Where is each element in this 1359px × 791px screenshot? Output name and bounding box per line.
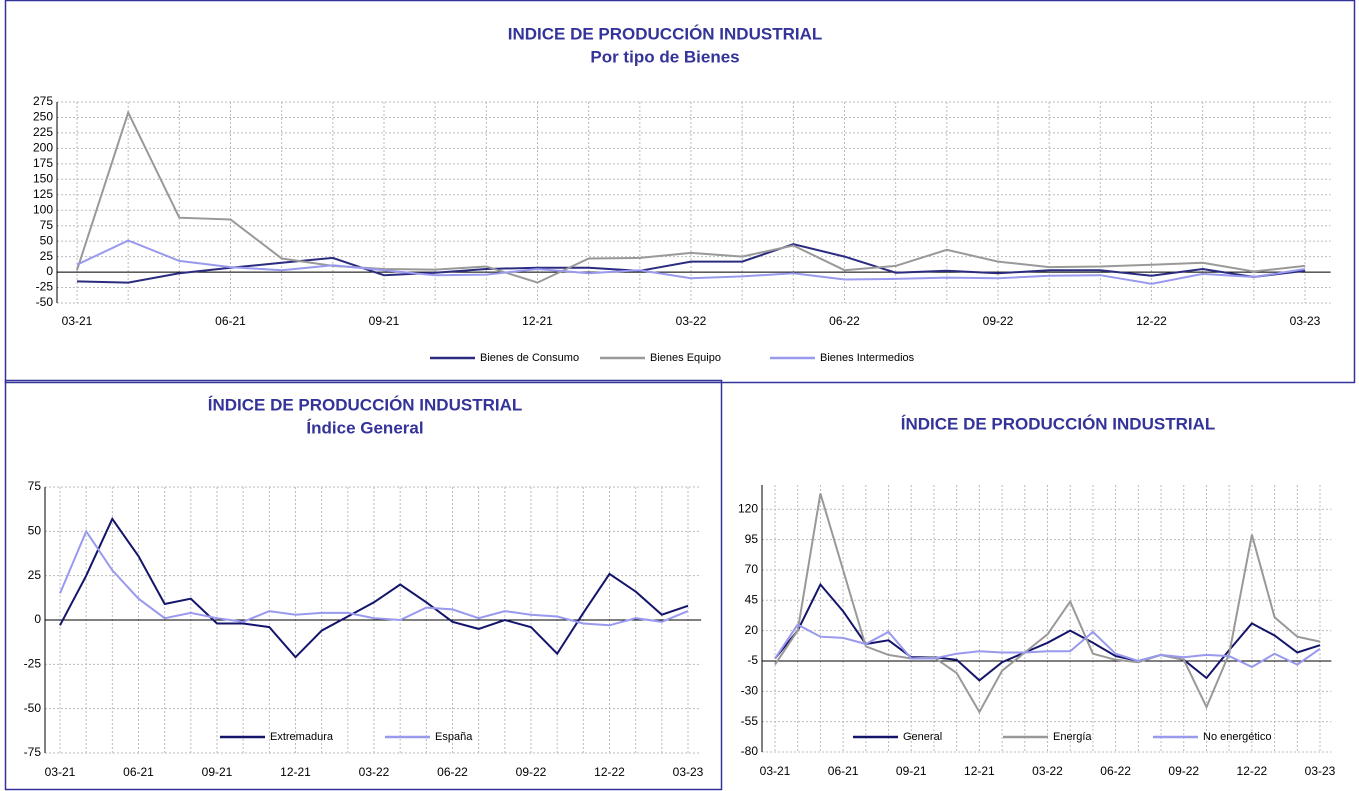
y-tick-label: -80 [741, 744, 759, 758]
x-tick-label: 03-21 [760, 764, 791, 778]
y-tick-label: 45 [745, 592, 759, 606]
x-tick-label: 03-23 [673, 765, 704, 779]
y-tick-label: 75 [40, 218, 54, 232]
y-tick-label: 275 [33, 94, 53, 108]
y-tick-label: 95 [745, 532, 759, 546]
series-line [59, 516, 689, 659]
x-tick-label: 12-21 [522, 314, 553, 328]
y-tick-label: 250 [33, 110, 53, 124]
x-tick-label: 03-23 [1305, 764, 1336, 778]
y-tick-label: 200 [33, 141, 53, 155]
legend-label: Bienes Equipo [650, 352, 721, 364]
x-tick-label: 06-21 [215, 314, 246, 328]
x-tick-label: 03-22 [1032, 764, 1063, 778]
x-tick-label: 06-22 [437, 765, 468, 779]
x-tick-label: 03-21 [62, 314, 93, 328]
x-tick-label: 06-22 [1100, 764, 1131, 778]
y-tick-label: -25 [24, 657, 42, 671]
y-tick-label: 0 [46, 264, 53, 278]
chart-frame [4, 0, 1356, 384]
y-tick-label: -50 [24, 701, 42, 715]
y-tick-label: -55 [741, 714, 759, 728]
series-line [76, 239, 1306, 285]
x-tick-label: 12-22 [1237, 764, 1268, 778]
legend-label: Energía [1053, 731, 1092, 743]
y-tick-label: 25 [28, 568, 42, 582]
series-line [76, 109, 1306, 284]
y-tick-label: 120 [738, 501, 758, 515]
y-tick-label: 20 [745, 623, 759, 637]
x-tick-label: 12-22 [594, 765, 625, 779]
series-line [59, 529, 689, 627]
y-tick-label: -25 [36, 280, 54, 294]
y-tick-label: 100 [33, 202, 53, 216]
chart-subtitle: Por tipo de Bienes [590, 47, 739, 66]
x-tick-label: 06-21 [828, 764, 859, 778]
x-tick-label: 03-23 [1290, 314, 1321, 328]
x-tick-label: 09-22 [516, 765, 547, 779]
chart-title: ÍNDICE DE PRODUCCIÓN INDUSTRIAL [901, 414, 1216, 433]
series-line [774, 623, 1321, 669]
x-tick-label: 03-22 [676, 314, 707, 328]
x-tick-label: 09-22 [1168, 764, 1199, 778]
y-tick-label: 75 [28, 479, 42, 493]
y-tick-label: 50 [40, 233, 54, 247]
y-tick-label: -50 [36, 295, 54, 309]
x-tick-label: 06-21 [123, 765, 154, 779]
x-tick-label: 09-21 [369, 314, 400, 328]
y-tick-label: 175 [33, 156, 53, 170]
legend-label: No energético [1203, 731, 1272, 743]
x-tick-label: 09-22 [983, 314, 1014, 328]
x-tick-label: 09-21 [202, 765, 233, 779]
legend-label: España [435, 731, 473, 743]
y-tick-label: -5 [747, 653, 758, 667]
chart-title: ÍNDICE DE PRODUCCIÓN INDUSTRIAL [208, 395, 523, 414]
x-tick-label: 09-21 [896, 764, 927, 778]
series-line [76, 243, 1306, 284]
y-tick-label: -30 [741, 683, 759, 697]
x-tick-label: 03-22 [359, 765, 390, 779]
chart-title: INDICE DE PRODUCCIÓN INDUSTRIAL [508, 24, 823, 43]
series-line [774, 493, 1321, 715]
x-tick-label: 12-21 [280, 765, 311, 779]
legend-label: Bienes de Consumo [480, 352, 579, 364]
x-tick-label: 12-22 [1136, 314, 1167, 328]
x-tick-label: 12-21 [964, 764, 995, 778]
x-tick-label: 03-21 [45, 765, 76, 779]
legend-label: General [903, 731, 942, 743]
y-tick-label: -75 [24, 745, 42, 759]
y-tick-label: 25 [40, 249, 54, 263]
legend-label: Extremadura [270, 731, 334, 743]
y-tick-label: 70 [745, 562, 759, 576]
y-tick-label: 50 [28, 524, 42, 538]
y-tick-label: 0 [34, 612, 41, 626]
y-tick-label: 125 [33, 187, 53, 201]
y-tick-label: 225 [33, 125, 53, 139]
chart-frame [4, 379, 723, 791]
x-tick-label: 06-22 [829, 314, 860, 328]
chart-subtitle: Índice General [306, 418, 423, 437]
y-tick-label: 150 [33, 171, 53, 185]
legend-label: Bienes Intermedios [820, 352, 915, 364]
